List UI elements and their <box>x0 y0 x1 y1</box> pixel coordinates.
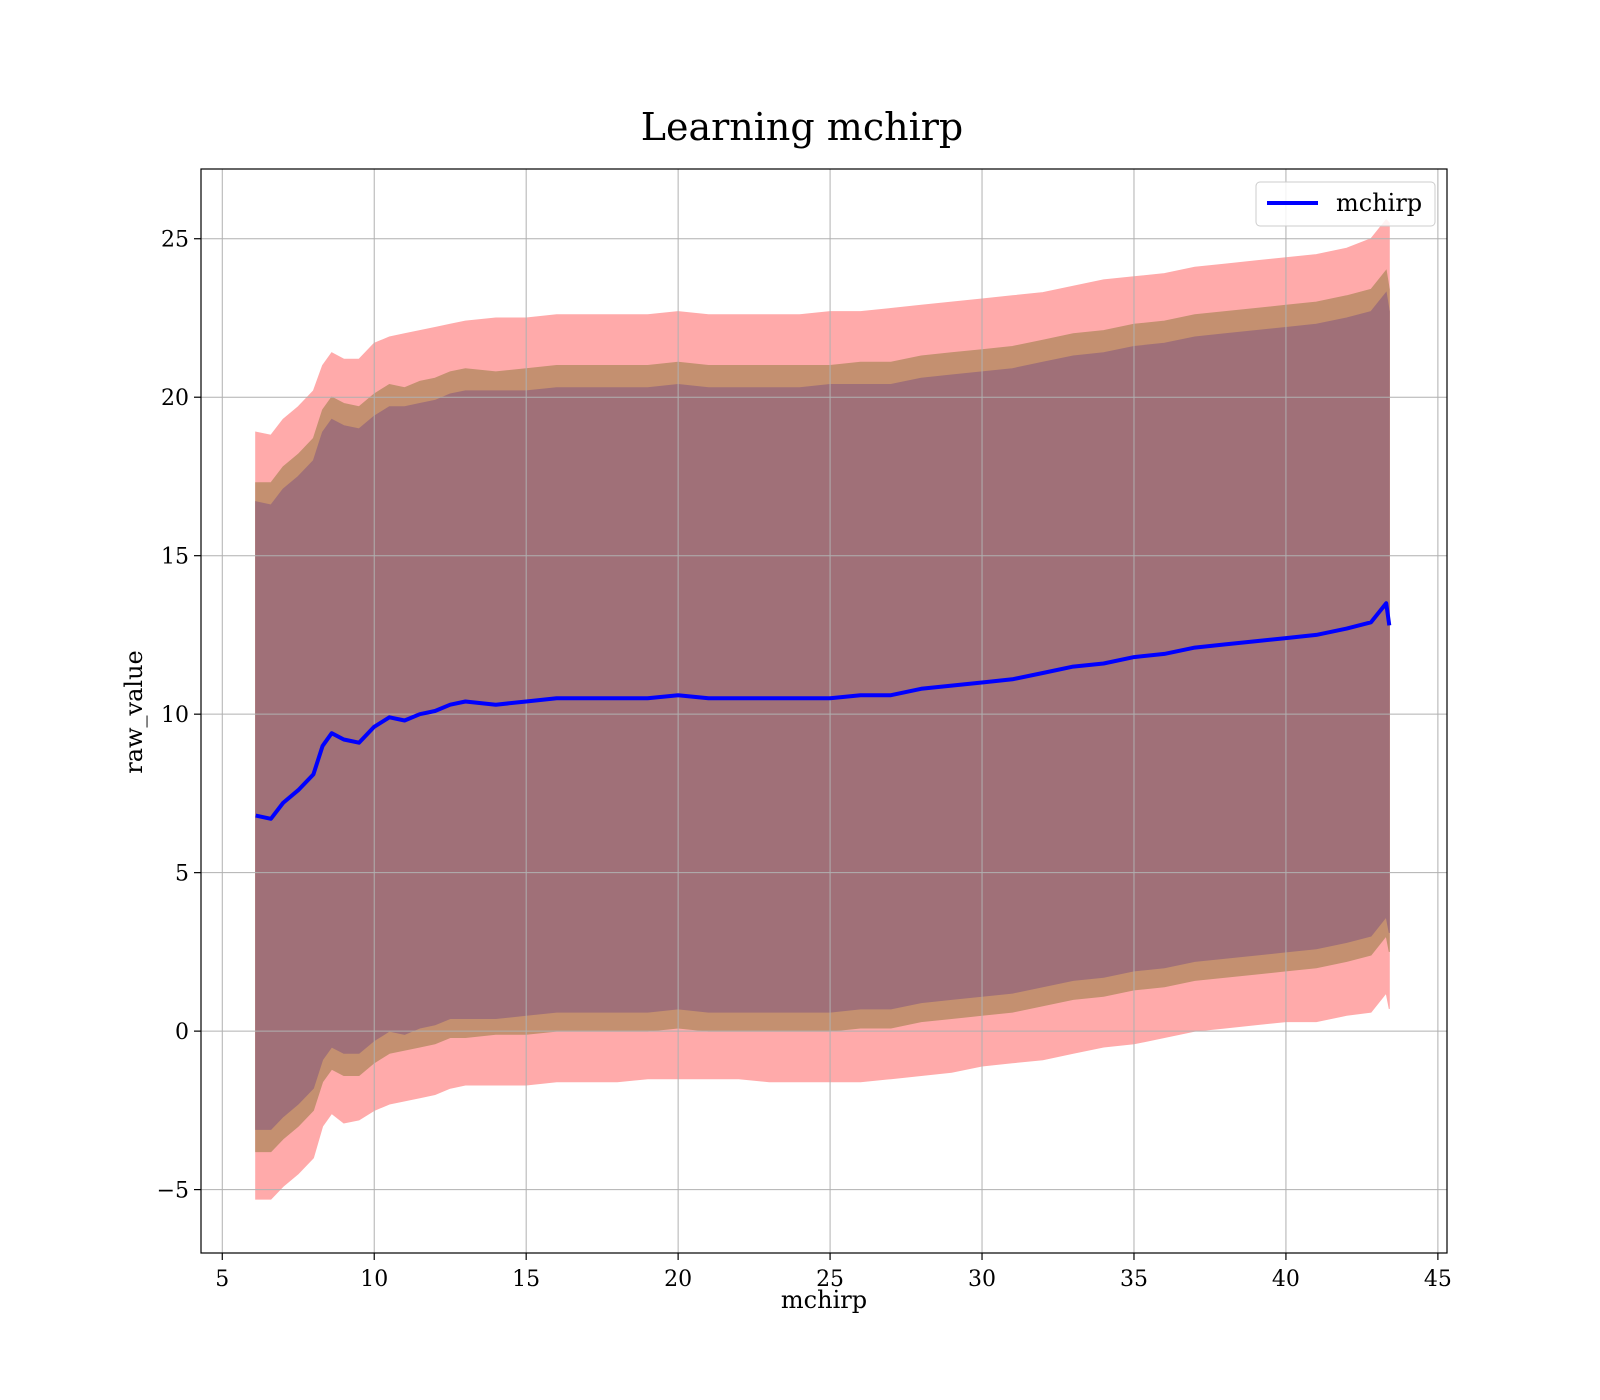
x-tick-label: 5 <box>215 1267 229 1292</box>
confidence-bands <box>255 218 1390 1200</box>
grid-lines <box>201 169 1447 1253</box>
band-inner <box>255 291 1390 1130</box>
x-tick-label: 40 <box>1272 1267 1300 1292</box>
x-tick-label: 15 <box>512 1267 540 1292</box>
legend-box <box>1255 181 1436 227</box>
chart-title: Learning mchirp <box>641 105 963 149</box>
legend-label-mchirp: mchirp <box>1336 189 1422 217</box>
y-tick-label: 10 <box>161 703 189 728</box>
y-tick-label: −5 <box>157 1179 189 1204</box>
x-tick-label: 25 <box>816 1267 844 1292</box>
x-tick-label: 30 <box>968 1267 996 1292</box>
plot-frame <box>200 168 1448 1254</box>
y-tick-label: 5 <box>175 862 189 887</box>
series-lines <box>255 601 1392 821</box>
x-axis-label: mchirp <box>781 1286 867 1314</box>
x-tick-label: 10 <box>360 1267 388 1292</box>
y-axis-label: raw_value <box>120 650 148 774</box>
y-tick-label: 25 <box>161 228 189 253</box>
y-tick-label: 15 <box>161 545 189 570</box>
x-axis-ticks: 5 10 15 20 25 30 35 40 45 <box>215 1253 1452 1292</box>
x-tick-label: 45 <box>1424 1267 1452 1292</box>
series-line-mchirp <box>255 601 1392 821</box>
legend: mchirp <box>1255 181 1436 227</box>
y-axis-ticks: −5 0 5 10 15 20 25 <box>157 228 201 1204</box>
y-tick-label: 0 <box>175 1020 189 1045</box>
y-tick-label: 20 <box>161 386 189 411</box>
x-tick-label: 20 <box>664 1267 692 1292</box>
x-tick-label: 35 <box>1120 1267 1148 1292</box>
